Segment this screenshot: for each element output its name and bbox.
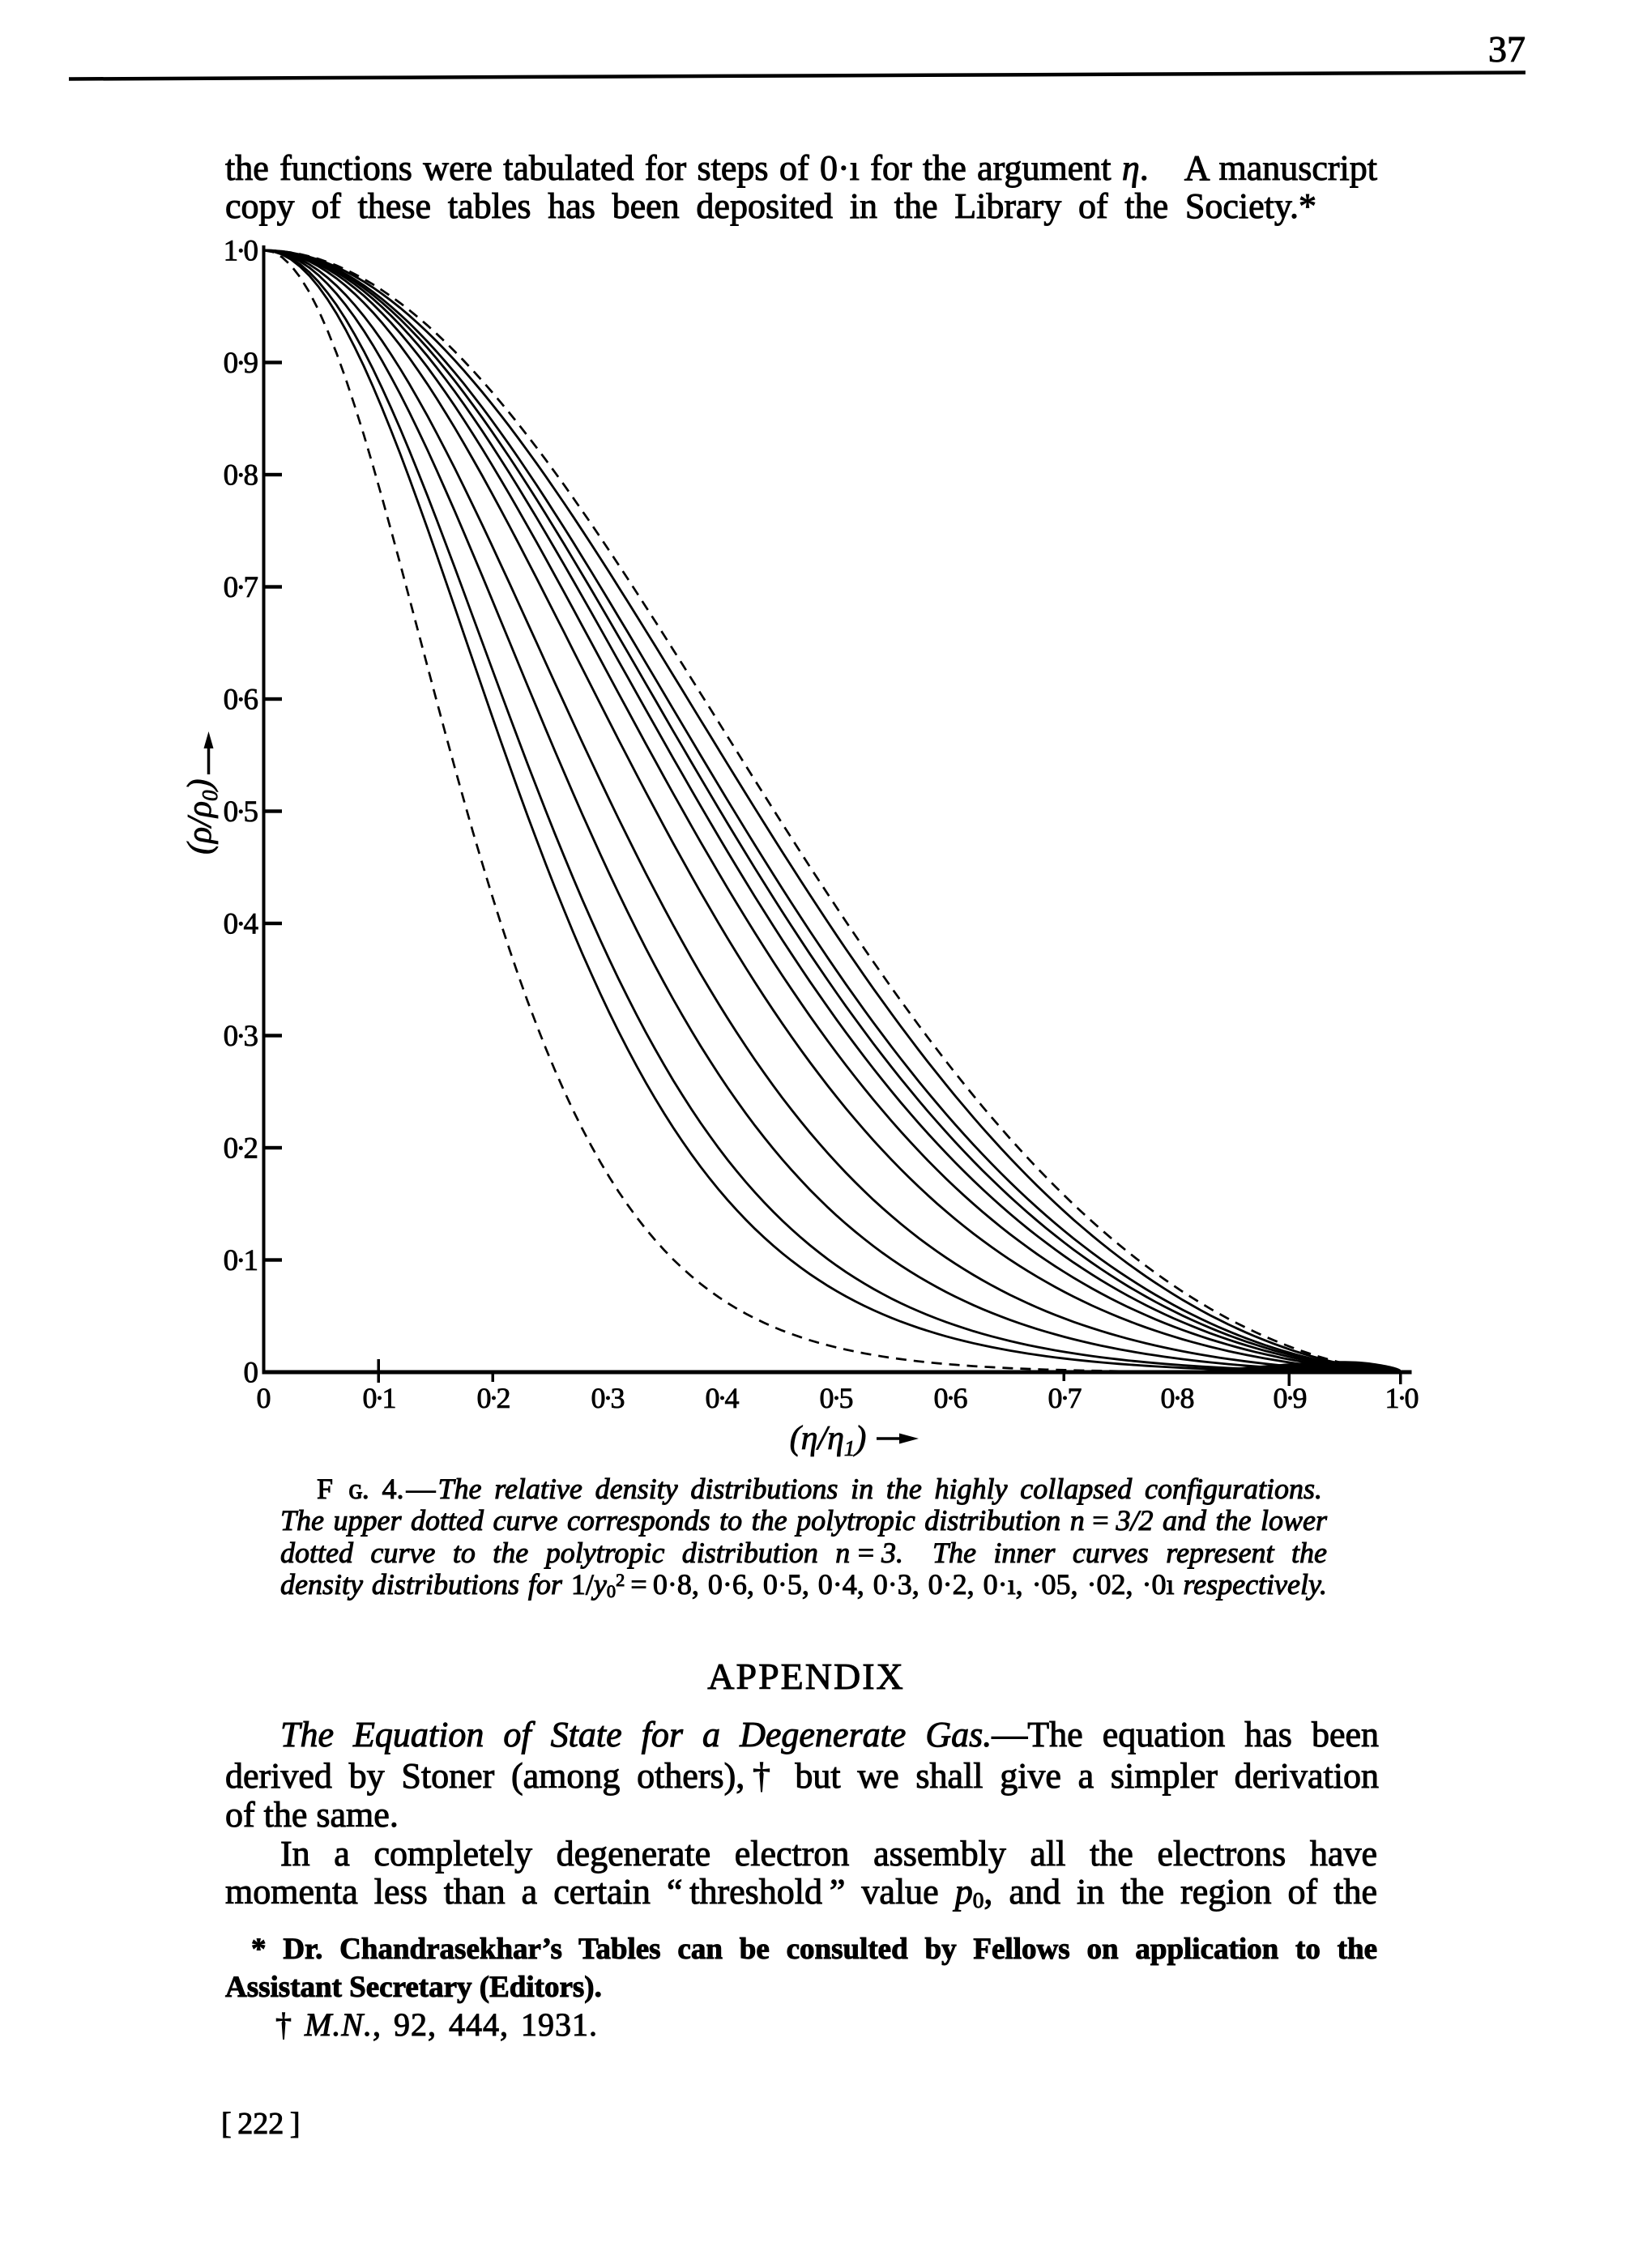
svg-text:0·4: 0·4 [706,1382,740,1414]
svg-text:0·5: 0·5 [820,1382,853,1414]
svg-text:0·6: 0·6 [934,1382,967,1414]
svg-text:0·1: 0·1 [363,1382,395,1414]
svg-text:0·8: 0·8 [224,459,258,492]
svg-text:0·2: 0·2 [477,1382,510,1414]
svg-text:0·3: 0·3 [591,1382,625,1414]
svg-text:0·3: 0·3 [224,1020,258,1053]
svg-text:1·0: 1·0 [1385,1382,1419,1414]
svg-text:0·2: 0·2 [224,1132,258,1166]
svg-text:0·6: 0·6 [224,684,258,717]
svg-text:0·1: 0·1 [224,1244,258,1277]
svg-text:0·9: 0·9 [224,347,258,380]
svg-text:0·9: 0·9 [1274,1382,1307,1414]
svg-text:0·4: 0·4 [224,908,258,941]
svg-text:(ρ/ρ0): (ρ/ρ0) [181,779,222,855]
svg-text:0·7: 0·7 [1048,1382,1082,1414]
svg-text:0·7: 0·7 [224,571,258,604]
svg-text:0: 0 [257,1382,271,1414]
svg-text:1·0: 1·0 [224,235,258,268]
svg-text:0·5: 0·5 [224,795,258,829]
svg-text:0·8: 0·8 [1161,1382,1194,1414]
svg-text:(η/η1): (η/η1) [790,1420,867,1460]
